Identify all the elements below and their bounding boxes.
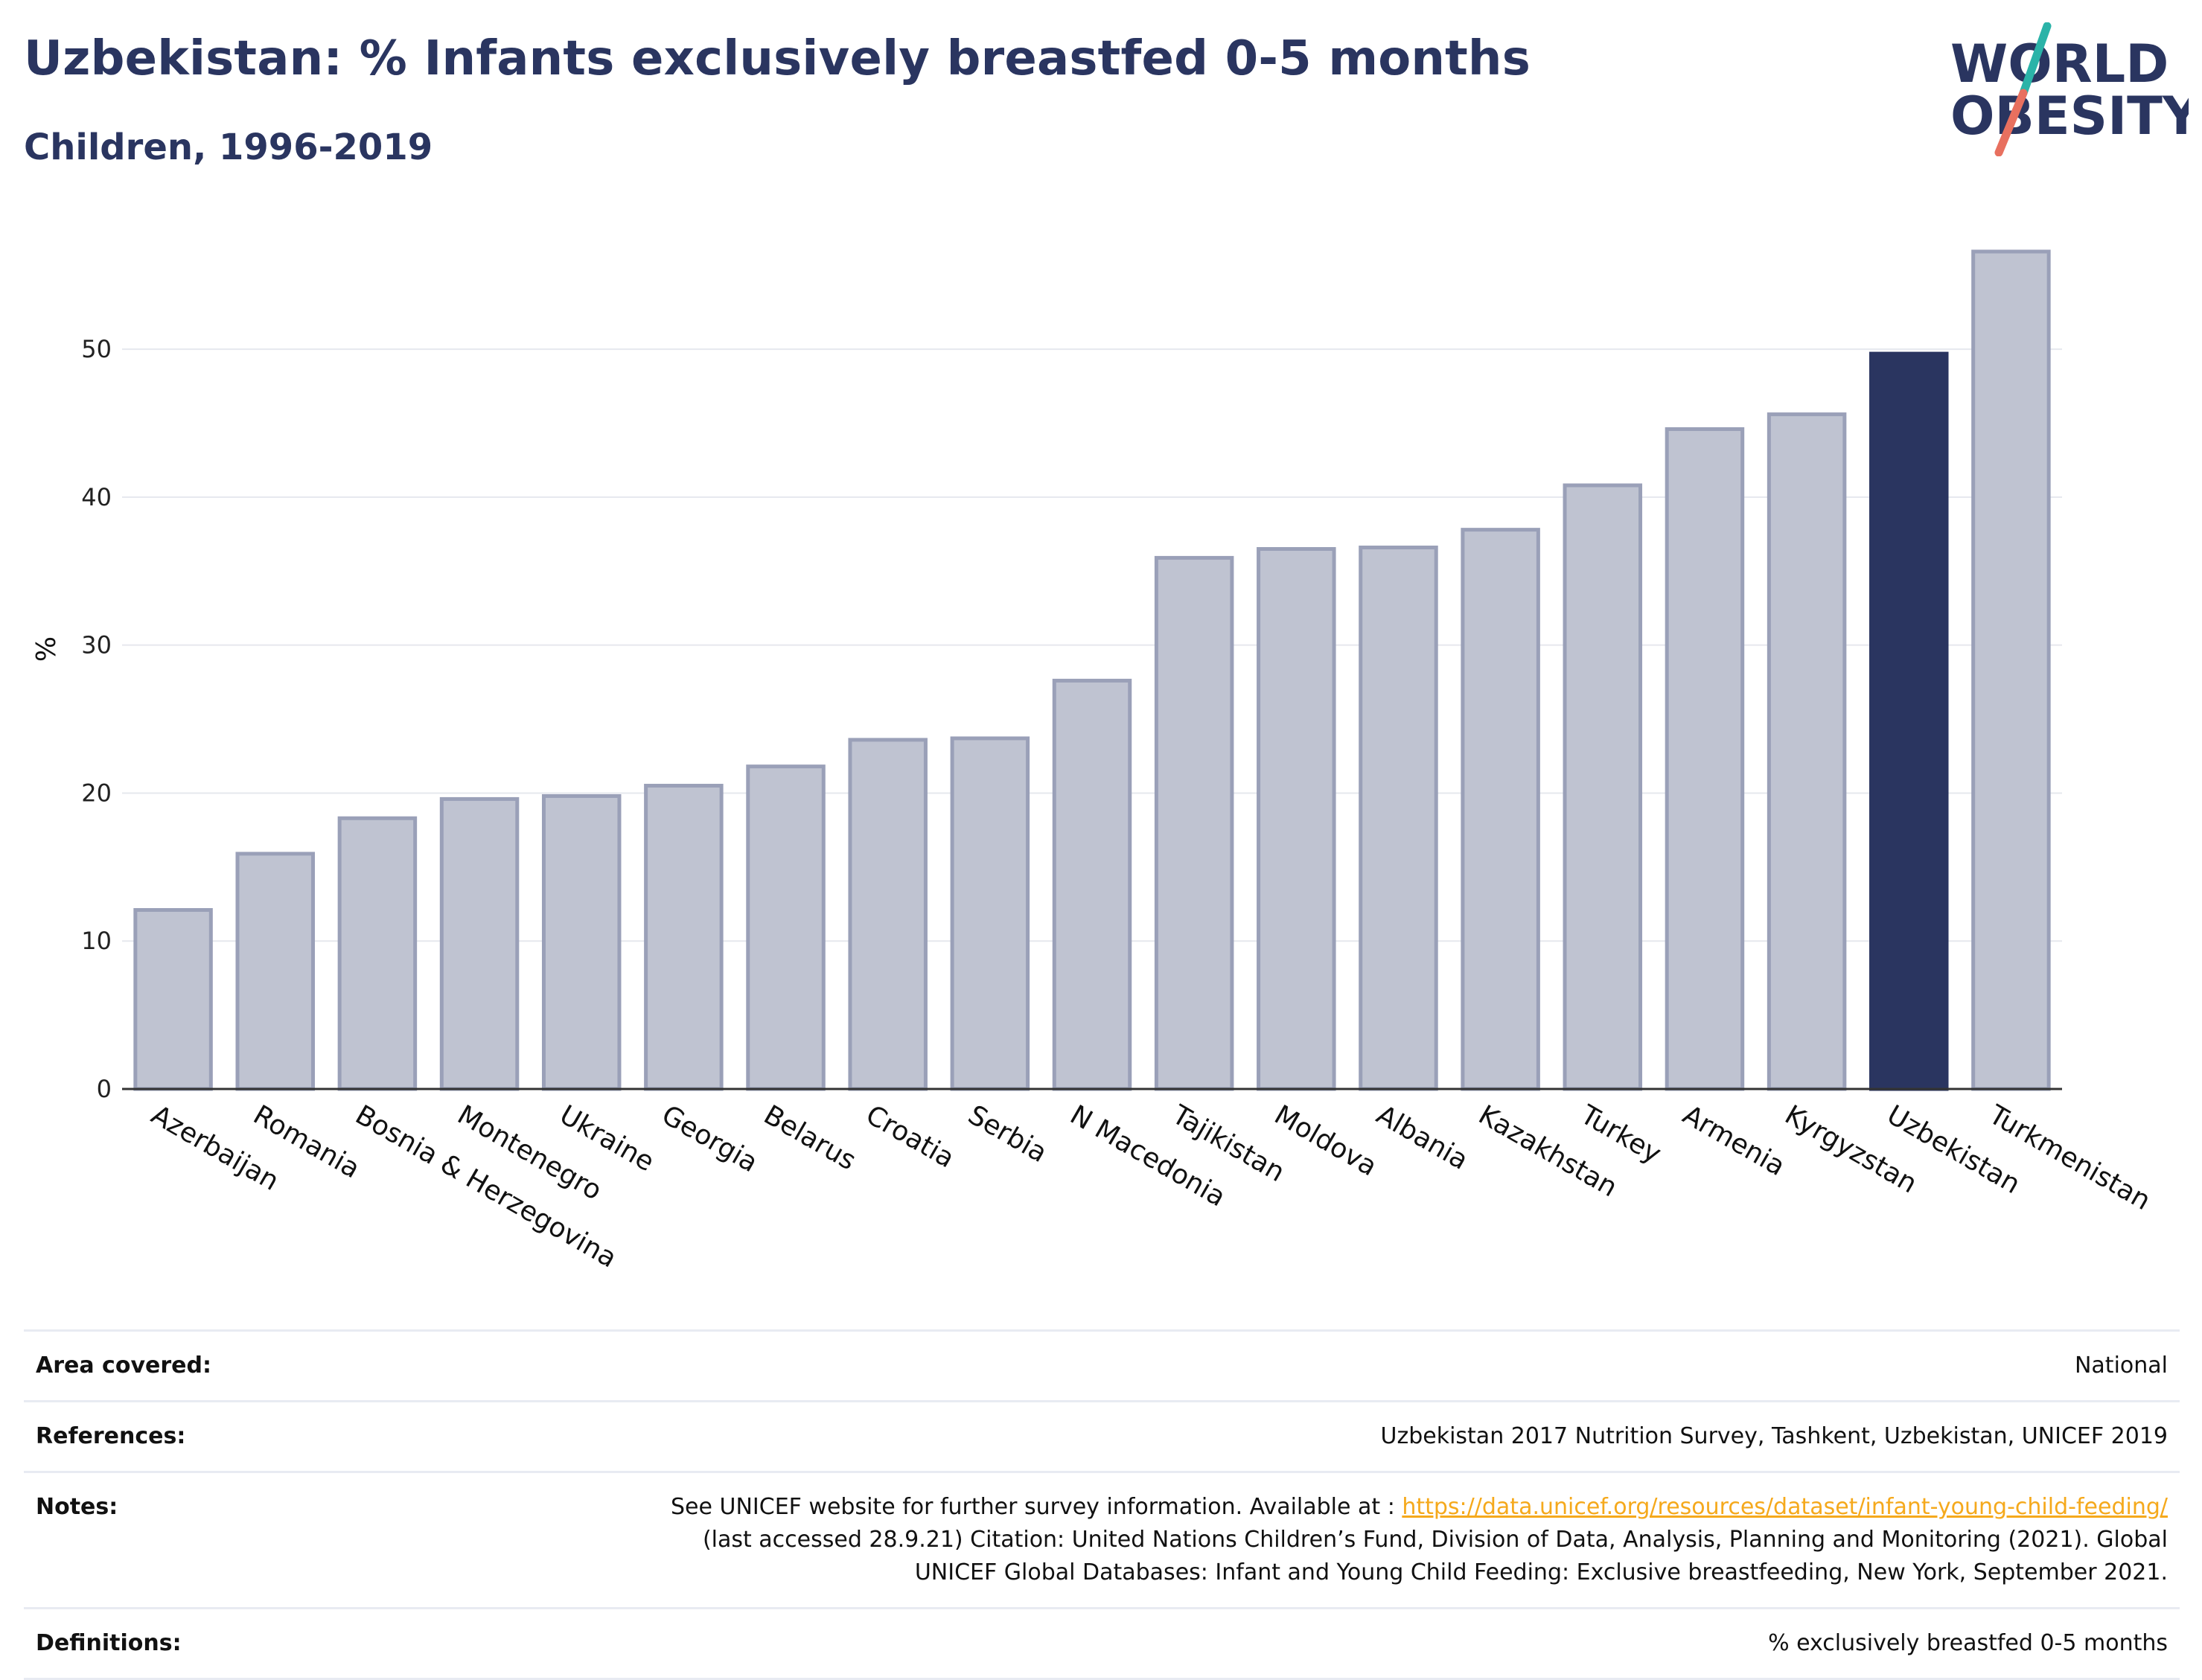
chart-subtitle: Children, 1996-2019: [24, 127, 433, 168]
bar-albania: [1359, 545, 1438, 1091]
bar-kazakhstan: [1461, 528, 1540, 1091]
notes-line-3: UNICEF Global Databases: Infant and Youn…: [914, 1559, 2168, 1585]
bar-croatia: [848, 738, 928, 1091]
definitions-value: % exclusively breastfed 0-5 months: [360, 1607, 2180, 1680]
info-table: Area covered: National References: Uzbek…: [24, 1329, 2180, 1680]
bar-turkmenistan: [1971, 249, 2051, 1091]
bar-azerbaijan: [133, 907, 213, 1091]
notes-line-2: (last accessed 28.9.21) Citation: United…: [702, 1527, 2168, 1553]
world-obesity-logo: WORLD OBESITY: [1950, 22, 2189, 156]
y-tick-label: 10: [81, 927, 112, 955]
notes-prefix: See UNICEF website for further survey in…: [671, 1494, 1402, 1520]
bars: [133, 249, 2051, 1091]
logo-text-obesity: OBESITY: [1950, 86, 2189, 147]
unicef-link[interactable]: https://data.unicef.org/resources/datase…: [1402, 1494, 2168, 1520]
bar-ukraine: [541, 793, 622, 1091]
bar-serbia: [950, 736, 1030, 1091]
notes-label: Notes:: [24, 1471, 360, 1609]
bar-romania: [235, 852, 315, 1091]
chart-title: Uzbekistan: % Infants exclusively breast…: [24, 31, 1531, 86]
info-row-notes: Notes: See UNICEF website for further su…: [24, 1471, 2180, 1609]
info-row-references: References: Uzbekistan 2017 Nutrition Su…: [24, 1400, 2180, 1473]
info-row-definitions: Definitions: % exclusively breastfed 0-5…: [24, 1607, 2180, 1680]
x-tick-label: Croatia: [861, 1099, 960, 1174]
bar-bosnia-herzegovina: [337, 816, 418, 1091]
bar-n-macedonia: [1052, 678, 1132, 1091]
y-axis-title: %: [31, 636, 62, 662]
y-tick-label: 20: [81, 779, 112, 807]
x-tick-label: Armenia: [1677, 1099, 1790, 1182]
bar-belarus: [746, 764, 826, 1091]
x-tick-label: Belarus: [759, 1099, 861, 1176]
bar-kyrgyzstan: [1767, 412, 1847, 1091]
y-tick-label: 0: [97, 1075, 112, 1103]
area-label: Area covered:: [24, 1329, 360, 1402]
bar-georgia: [644, 784, 724, 1091]
x-tick-label: Moldova: [1269, 1099, 1382, 1182]
info-row-area: Area covered: National: [24, 1329, 2180, 1402]
x-tick-label: Georgia: [657, 1099, 763, 1178]
bar-turkey: [1563, 483, 1643, 1091]
area-value: National: [360, 1329, 2180, 1402]
x-tick-label: Albania: [1371, 1099, 1473, 1176]
y-tick-label: 40: [81, 483, 112, 511]
logo-slash-coral: [1994, 89, 2028, 156]
logo-text-world: WORLD: [1950, 33, 2169, 95]
bar-moldova: [1257, 546, 1336, 1091]
logo-slash-teal: [2019, 22, 2052, 98]
bar-tajikistan: [1154, 555, 1234, 1091]
references-value: Uzbekistan 2017 Nutrition Survey, Tashke…: [360, 1400, 2180, 1473]
notes-value: See UNICEF website for further survey in…: [360, 1471, 2180, 1609]
bar-uzbekistan: [1869, 351, 1949, 1091]
x-tick-label: Serbia: [963, 1099, 1052, 1169]
definitions-label: Definitions:: [24, 1607, 360, 1680]
bar-montenegro: [439, 796, 520, 1091]
y-tick-label: 50: [81, 335, 112, 363]
y-tick-label: 30: [81, 631, 112, 659]
references-label: References:: [24, 1400, 360, 1473]
bar-armenia: [1665, 427, 1745, 1091]
